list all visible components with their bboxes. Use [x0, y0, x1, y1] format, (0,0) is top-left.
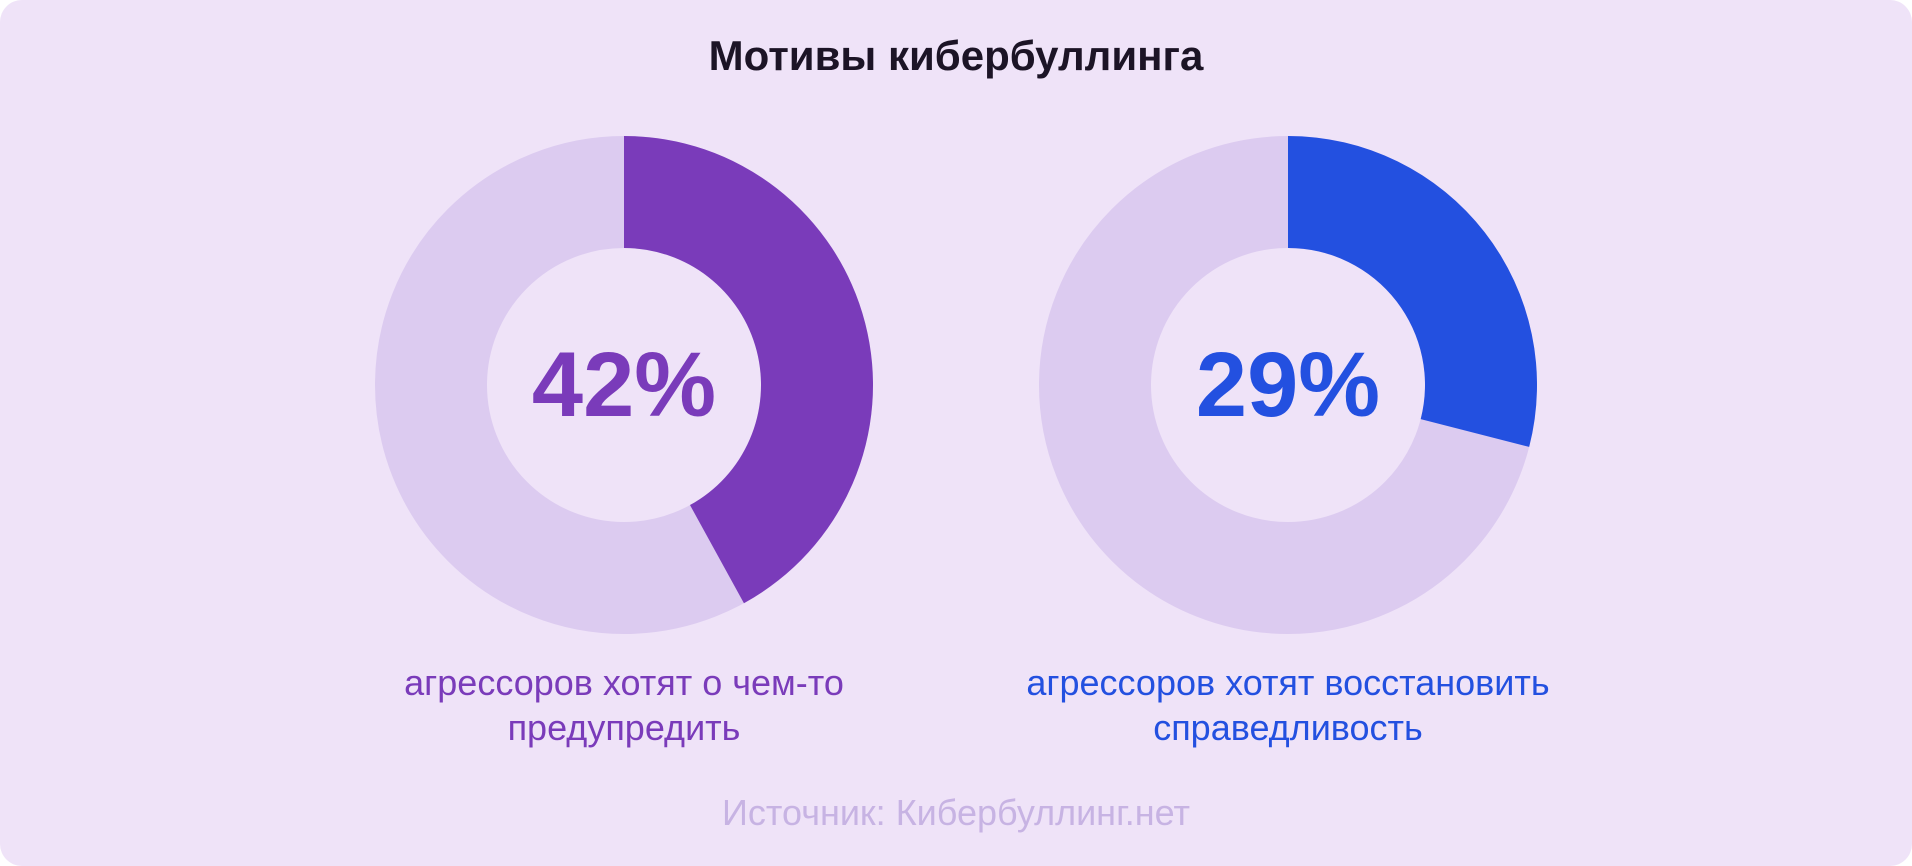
donut-segment	[624, 136, 873, 604]
caption: агрессоров хотят о чем-то предупредить	[404, 662, 844, 748]
caption: агрессоров хотят восстановить справедлив…	[1026, 662, 1550, 748]
source: Источник: Кибербуллинг.нет	[722, 792, 1190, 833]
center-value-label: 42%	[532, 334, 716, 436]
donut-segment	[1288, 136, 1537, 447]
center-value-label: 29%	[1196, 334, 1380, 436]
chart-title: Мотивы кибербуллинга	[708, 32, 1204, 79]
